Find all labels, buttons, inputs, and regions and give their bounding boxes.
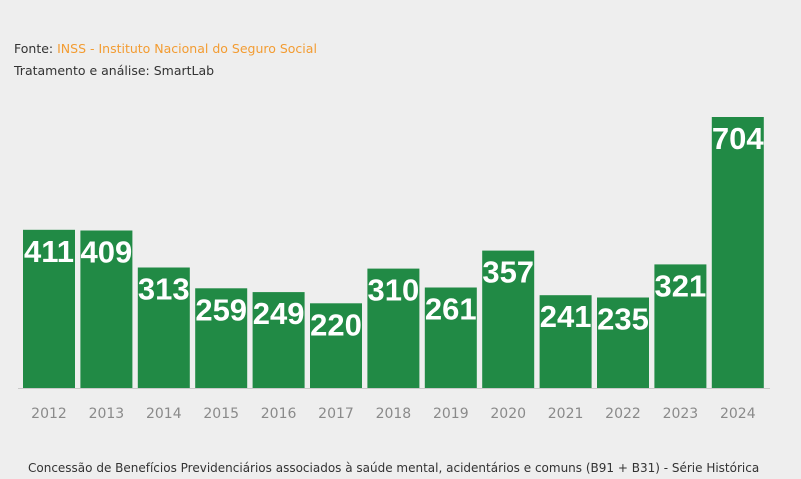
x-tick-label: 2016 (261, 406, 297, 422)
bar-2017[interactable] (310, 303, 362, 388)
source-line: Fonte: INSS - Instituto Nacional do Segu… (14, 41, 317, 56)
bar-value-label: 313 (138, 272, 190, 307)
source-link[interactable]: INSS - Instituto Nacional do Seguro Soci… (57, 41, 317, 56)
bar-value-label: 261 (425, 292, 477, 327)
bar-value-label: 235 (597, 302, 649, 337)
bar-value-label: 220 (310, 307, 362, 342)
x-tick-label: 2020 (490, 406, 526, 422)
x-tick-label: 2018 (376, 406, 412, 422)
bar-value-label: 310 (368, 273, 420, 308)
x-tick-label: 2019 (433, 406, 469, 422)
x-tick-label: 2013 (89, 406, 125, 422)
bar-value-label: 411 (24, 234, 74, 269)
bar-2024[interactable] (711, 117, 764, 388)
bar-value-label: 704 (712, 121, 764, 156)
bar-value-label: 321 (655, 268, 707, 303)
bar-2018[interactable] (367, 268, 420, 388)
bar-value-label: 249 (253, 296, 305, 331)
bar-2012[interactable] (23, 229, 75, 388)
source-prefix: Fonte: (14, 41, 58, 56)
bar-2019[interactable] (424, 287, 477, 389)
bar-2013[interactable] (80, 230, 133, 389)
bar-value-label: 259 (195, 292, 247, 327)
bar-2021[interactable] (539, 295, 592, 388)
bar-2016[interactable] (252, 292, 305, 388)
x-tick-label: 2022 (605, 406, 641, 422)
bar-value-label: 357 (482, 255, 534, 290)
bar-2014[interactable] (137, 267, 190, 389)
x-tick-label: 2017 (318, 406, 354, 422)
x-tick-label: 2012 (31, 406, 67, 422)
chart-caption: Concessão de Benefícios Previdenciários … (28, 461, 760, 475)
bar-value-label: 241 (540, 299, 592, 334)
x-tick-label: 2014 (146, 406, 182, 422)
bar-2020[interactable] (482, 250, 535, 388)
x-tick-label: 2023 (663, 406, 699, 422)
bar-2015[interactable] (195, 288, 248, 388)
treatment-line: Tratamento e análise: SmartLab (14, 63, 215, 78)
bar-2022[interactable] (597, 297, 649, 389)
x-tick-label: 2015 (203, 406, 239, 422)
x-tick-label: 2021 (548, 406, 584, 422)
bar-2023[interactable] (654, 264, 707, 388)
x-tick-label: 2024 (720, 406, 756, 422)
bar-value-label: 409 (81, 235, 133, 270)
